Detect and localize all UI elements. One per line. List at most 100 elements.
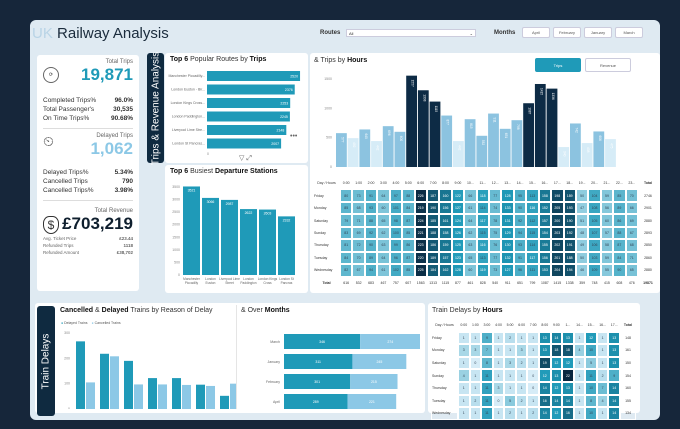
delay-heatmap-cell: 2 [504, 331, 516, 345]
heatmap-cell: 127 [451, 201, 465, 215]
heatmap-column-header: 1... [562, 319, 574, 332]
heatmap-cell: 69 [352, 226, 365, 240]
heatmap-total-header: Total [638, 177, 658, 190]
heatmap-day-label: Tuesday [431, 394, 458, 408]
hour-bar [394, 131, 406, 167]
heatmap-cell: 193 [563, 201, 576, 215]
heatmap-cell: 98 [389, 214, 403, 227]
heatmap-cell: 226 [414, 189, 427, 202]
heatmap-cell: 67 [625, 226, 638, 240]
heatmap-cell: 77 [489, 189, 502, 202]
reason-chart-title: Cancelled & Delayed Trains by Reason of … [60, 307, 213, 314]
routes-dropdown[interactable]: All ⌄ [346, 29, 476, 37]
delay-heatmap-cell: 14 [550, 394, 563, 408]
heatmap-cell: 123 [451, 251, 465, 265]
heatmap-cell: 59 [600, 251, 614, 265]
y-tick-label: 500 [174, 260, 180, 264]
heatmap-day-label: Thursday [431, 381, 458, 395]
delay-heatmap-cell: 1 [469, 369, 482, 382]
heatmap-cell: 50 [575, 189, 589, 202]
delay-heatmap-cell: 1 [573, 356, 586, 370]
hour-bar [534, 83, 546, 167]
month-bar-label: 289 [313, 400, 319, 404]
delay-heatmap-cell: 5 [504, 394, 516, 408]
cancelled-bar [158, 384, 167, 409]
heatmap-column-header: 5:00 [504, 319, 516, 332]
month-bar-label: 301 [314, 380, 320, 384]
heatmap-cell: 190 [563, 214, 576, 227]
delay-heatmap-cell: 18 [562, 344, 574, 357]
chevron-down-icon: ⌄ [469, 30, 473, 36]
heatmap-cell: 85 [402, 264, 415, 277]
station-bar [240, 209, 257, 275]
heatmap-cell: 92 [364, 226, 378, 240]
heatmap-row-total: 155 [619, 394, 636, 408]
delays-hours-card: Train Delays by Hours Day / Hours 0:00 1:0… [428, 303, 640, 420]
heatmap-cell: 100 [389, 226, 403, 240]
hour-value-label: 696 [387, 130, 391, 136]
month-bar-segment [284, 394, 348, 409]
delay-heatmap-cell: 1 [515, 381, 528, 395]
heatmap-cell: 202 [551, 239, 564, 252]
heatmap-cell: 57 [600, 226, 614, 240]
tab-trips-revenue[interactable]: Trips & Revenue Analysis [147, 51, 164, 165]
route-bar [207, 111, 290, 122]
delay-heatmap-cell: 11 [585, 369, 597, 382]
heatmap-total-header: Total [619, 319, 636, 332]
station-label: Piccadilly [185, 281, 199, 285]
heatmap-column-header: 8:00 [538, 319, 551, 332]
heatmap-day-label: Monday [313, 201, 340, 215]
month-button[interactable]: April [522, 27, 550, 38]
month-button[interactable]: February [553, 27, 581, 38]
month-label: March [270, 340, 280, 344]
heatmap-cell: 225 [414, 264, 427, 277]
tab-train-delays[interactable]: Train Delays [37, 306, 55, 416]
heatmap-cell: 70 [625, 189, 638, 202]
trips-heatmap: Day / Hours 0:00 1:00 2:00 3:00 4:00 5:00 6:00 7… [313, 177, 658, 289]
month-bar-segment [350, 374, 398, 389]
station-label: Cross [263, 281, 272, 285]
heatmap-cell: 91 [364, 189, 378, 202]
tab-label: Train Delays [40, 333, 52, 389]
heatmap-day-label: Sunday [313, 226, 340, 240]
delay-heatmap-cell: 16 [538, 394, 551, 408]
routes-chart-title: Top 6 Popular Routes by Trips [170, 56, 267, 63]
heatmap-column-header: 0:00 [458, 319, 470, 332]
total-trips-label: Total Trips [105, 59, 133, 65]
heatmap-cell: 188 [426, 226, 440, 240]
month-bar-segment [360, 334, 420, 349]
delay-heatmap-cell: 13 [608, 331, 620, 345]
station-value-label: 3066 [207, 200, 215, 204]
heatmap-column-header: 15... [526, 177, 539, 190]
heatmap-cell: 85 [613, 189, 626, 202]
delay-heatmap-cell: 4 [596, 394, 609, 408]
delay-heatmap-cell: 7 [481, 344, 493, 357]
legend-cancelled[interactable]: ● Cancelled Trains [91, 321, 121, 325]
revenue-toggle-button[interactable]: Revenue [585, 58, 631, 72]
more-options-icon[interactable]: ••• [290, 133, 298, 140]
legend-delayed[interactable]: ● Delayed Trains [61, 321, 88, 325]
cancelled-bar [110, 356, 119, 409]
delay-heatmap-cell: 1 [515, 369, 528, 382]
heatmap-cell: 73 [489, 264, 502, 277]
delay-heatmap-cell: 3 [469, 344, 482, 357]
trips-toggle-button[interactable]: Trips [535, 58, 581, 72]
heatmap-cell: 51 [575, 214, 589, 227]
stations-chart-card: Top 6 Busiest Departure Stations 0 500 100… [165, 165, 308, 293]
focus-mode-icon[interactable]: ▽ ⤢ [239, 155, 252, 162]
delay-heatmap-cell: 2 [596, 369, 609, 382]
month-button[interactable]: January [584, 27, 612, 38]
y-tick-label: 3500 [172, 185, 180, 189]
hour-value-label: 1087 [528, 107, 532, 114]
heatmap-cell: 91 [513, 251, 527, 265]
heatmap-column-header: 20... [588, 177, 601, 190]
kpi-row: Cancelled Trips 790 [43, 178, 133, 185]
delay-heatmap-cell: 11 [481, 407, 493, 420]
month-bar-label: 274 [387, 340, 393, 344]
delay-heatmap-cell: 16 [562, 407, 574, 420]
heatmap-cell: 126 [451, 226, 465, 240]
delay-heatmap-cell: 1 [458, 356, 470, 370]
y-tick-label: 1500 [172, 235, 180, 239]
delay-heatmap-cell: 18 [550, 344, 563, 357]
month-button[interactable]: March [615, 27, 643, 38]
